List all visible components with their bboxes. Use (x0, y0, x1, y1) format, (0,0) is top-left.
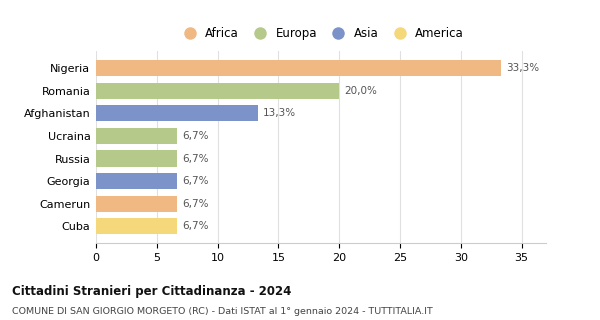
Text: 13,3%: 13,3% (263, 108, 296, 118)
Bar (96, 196, 178, 212)
Text: 6,7%: 6,7% (182, 199, 209, 209)
Bar (96, 128, 178, 144)
Text: COMUNE DI SAN GIORGIO MORGETO (RC) - Dati ISTAT al 1° gennaio 2024 - TUTTITALIA.: COMUNE DI SAN GIORGIO MORGETO (RC) - Dat… (12, 307, 433, 316)
Legend: Africa, Europa, Asia, America: Africa, Europa, Asia, America (173, 22, 469, 45)
Text: 6,7%: 6,7% (182, 131, 209, 141)
Bar (96, 173, 178, 189)
Bar (96, 150, 178, 167)
Text: 20,0%: 20,0% (344, 86, 377, 96)
Bar (96, 60, 501, 76)
Text: 33,3%: 33,3% (506, 63, 539, 73)
Text: 6,7%: 6,7% (182, 154, 209, 164)
Text: 6,7%: 6,7% (182, 176, 209, 186)
Bar (96, 218, 178, 235)
Bar (96, 105, 258, 121)
Bar (96, 83, 339, 99)
Text: Cittadini Stranieri per Cittadinanza - 2024: Cittadini Stranieri per Cittadinanza - 2… (12, 285, 292, 298)
Text: 6,7%: 6,7% (182, 221, 209, 231)
